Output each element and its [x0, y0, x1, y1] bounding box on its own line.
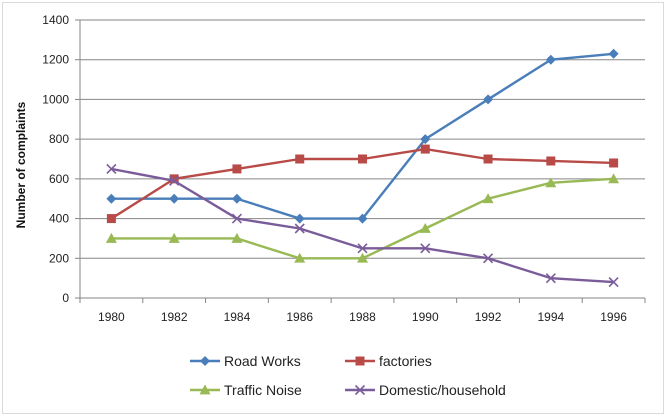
data-point-domestic-household	[231, 213, 243, 224]
x-tick-label: 1990	[412, 310, 439, 324]
marker-stroke	[354, 384, 366, 396]
data-point-road-works	[106, 193, 117, 204]
data-point-road-works	[357, 213, 368, 224]
data-point-factories	[420, 144, 430, 154]
tick-labels: 0 200 400 600 800 1000 1200 1400 1980 1982 1984 198…	[42, 13, 627, 324]
axes	[75, 19, 646, 303]
data-point-traffic-noise	[482, 193, 494, 204]
legend-marker	[199, 384, 211, 395]
y-tick-label: 0	[62, 291, 69, 305]
y-tick-label: 600	[49, 172, 69, 186]
data-point-road-works	[608, 48, 619, 59]
data-point-domestic-household	[420, 243, 431, 254]
data-point-traffic-noise	[294, 252, 306, 263]
marker-stroke	[357, 243, 368, 254]
marker-stroke	[545, 273, 556, 284]
legend: Road Works factories Traffic Noise Domestic…	[190, 353, 506, 398]
x-tick-label: 1982	[161, 310, 188, 324]
x-tick-label: 1992	[475, 310, 502, 324]
series-line-road-works	[111, 52, 614, 220]
y-tick-label: 1200	[42, 53, 69, 67]
legend-item-road-works: Road Works	[190, 353, 301, 369]
marker-stroke	[608, 277, 619, 288]
data-point-road-works	[420, 134, 431, 145]
data-point-domestic-household	[169, 175, 180, 186]
data-point-traffic-noise	[357, 252, 368, 263]
marker-stroke	[231, 213, 243, 224]
data-point-factories	[483, 154, 493, 164]
legend-marker	[354, 384, 366, 396]
data-point-traffic-noise	[105, 232, 117, 243]
data-point-road-works	[545, 54, 556, 65]
data-point-domestic-household	[294, 223, 305, 234]
data-point-road-works	[169, 193, 180, 204]
marker-stroke	[420, 243, 431, 254]
data-point-factories	[232, 164, 242, 174]
data-point-domestic-household	[608, 277, 619, 288]
chart-area	[2, 2, 664, 414]
legend-label: Road Works	[224, 353, 301, 369]
legend-marker	[200, 356, 210, 366]
legend-item-factories: factories	[345, 353, 432, 369]
data-point-factories	[169, 174, 179, 184]
marker-stroke	[169, 175, 180, 186]
marker-stroke	[106, 163, 117, 174]
x-tick-label: 1996	[600, 310, 627, 324]
legend-label: factories	[379, 353, 432, 369]
y-tick-label: 1000	[42, 92, 69, 106]
series-lines	[105, 48, 620, 288]
data-point-domestic-household	[545, 273, 556, 284]
data-point-traffic-noise	[545, 177, 557, 188]
data-point-traffic-noise	[419, 223, 431, 233]
legend-label: Traffic Noise	[224, 382, 302, 398]
data-point-traffic-noise	[608, 173, 620, 184]
data-point-traffic-noise	[231, 232, 243, 243]
y-tick-label: 1400	[42, 13, 69, 27]
x-tick-label: 1994	[537, 310, 564, 324]
y-tick-label: 200	[49, 251, 69, 265]
data-point-factories	[546, 156, 556, 166]
legend-item-traffic-noise: Traffic Noise	[190, 382, 302, 398]
y-axis-title: Number of complaints	[14, 101, 28, 228]
legend-marker	[355, 356, 365, 366]
legend-item-domestic-household: Domestic/household	[345, 382, 506, 398]
legend-label: Domestic/household	[379, 382, 506, 398]
y-tick-label: 400	[49, 212, 69, 226]
data-point-domestic-household	[482, 253, 494, 264]
data-point-road-works	[231, 193, 242, 204]
data-point-factories	[295, 154, 305, 164]
data-point-road-works	[294, 213, 305, 224]
data-point-domestic-household	[106, 163, 117, 174]
data-point-factories	[358, 154, 367, 164]
data-point-road-works	[483, 94, 494, 105]
x-tick-label: 1986	[286, 310, 313, 324]
marker-stroke	[482, 253, 494, 264]
y-tick-label: 800	[49, 132, 69, 146]
x-tick-label: 1980	[98, 310, 125, 324]
data-point-factories	[609, 158, 619, 168]
data-point-domestic-household	[357, 243, 368, 254]
data-point-traffic-noise	[168, 232, 180, 243]
marker-stroke	[294, 223, 305, 234]
x-tick-label: 1988	[349, 310, 376, 324]
x-tick-label: 1984	[224, 310, 251, 324]
data-point-factories	[106, 214, 116, 224]
